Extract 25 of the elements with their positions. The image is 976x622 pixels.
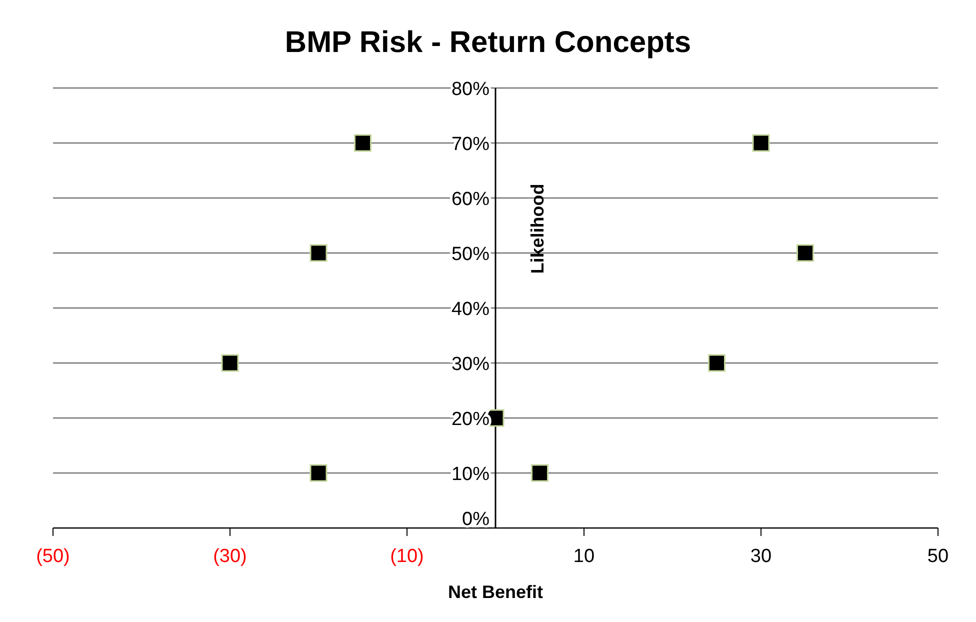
point	[796, 244, 814, 262]
point	[708, 354, 726, 372]
y-tick-label: 80%	[451, 79, 490, 100]
x-axis-title: Net Benefit	[448, 582, 544, 602]
x-tick-label: (10)	[390, 546, 424, 567]
y-tick-label: 0%	[462, 509, 490, 530]
y-tick-label: 10%	[451, 464, 490, 485]
point	[531, 464, 548, 482]
x-tick-label: (50)	[36, 546, 70, 567]
point	[310, 244, 328, 262]
point	[221, 354, 239, 372]
x-tick-label: 30	[750, 546, 772, 567]
y-tick-label: 60%	[451, 189, 490, 210]
y-tick-label: 50%	[451, 244, 490, 265]
point	[310, 464, 328, 482]
point	[752, 134, 770, 152]
y-tick-label: 70%	[451, 134, 490, 155]
y-tick-label: 30%	[451, 354, 490, 375]
y-tick-label: 40%	[451, 299, 490, 320]
y-axis-title: Likelihood	[528, 184, 548, 274]
chart-title: BMP Risk - Return Concepts	[284, 26, 692, 59]
point	[354, 134, 372, 152]
x-tick-label: 50	[927, 546, 949, 567]
x-tick-label: (30)	[213, 546, 247, 567]
x-tick-label: 10	[573, 546, 595, 567]
